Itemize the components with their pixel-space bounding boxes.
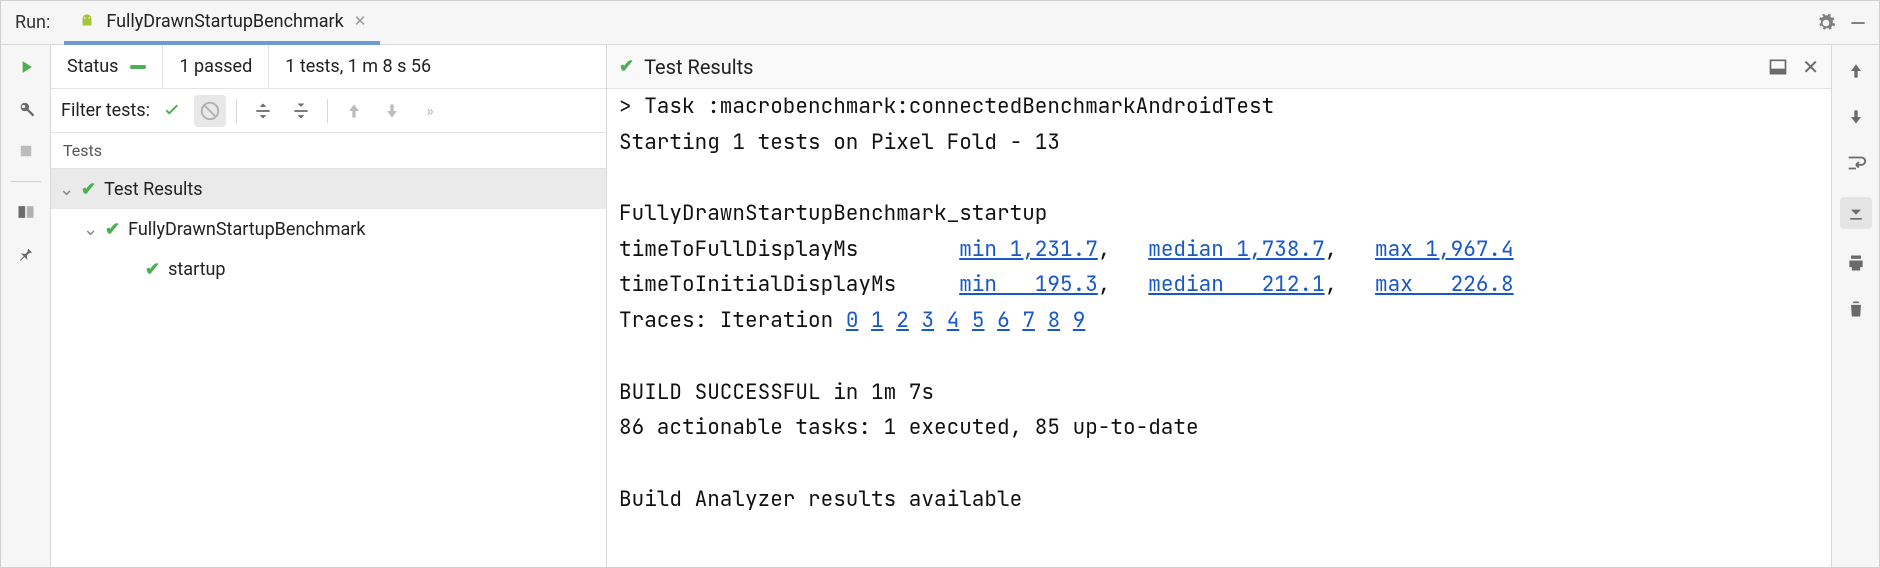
soft-wrap-icon[interactable] (1844, 151, 1868, 175)
metric-max-link[interactable]: max 226.8 (1375, 271, 1514, 298)
metric-median-link[interactable]: median 1,738.7 (1148, 236, 1324, 263)
check-icon: ✔ (105, 219, 120, 240)
trace-link[interactable]: 8 (1048, 307, 1061, 334)
collapse-all-icon[interactable] (285, 95, 317, 127)
trace-link[interactable]: 0 (846, 307, 859, 334)
separator (327, 99, 328, 123)
wrench-icon[interactable] (14, 97, 38, 121)
gear-icon[interactable] (1815, 12, 1837, 34)
console-title: Test Results (644, 55, 753, 79)
run-label: Run: (1, 12, 64, 33)
console-output[interactable]: > Task :macrobenchmark:connectedBenchmar… (607, 89, 1831, 567)
tests-summary: 1 tests, 1 m 8 s 56 (285, 56, 431, 77)
expand-all-icon[interactable] (247, 95, 279, 127)
test-tree-panel: Status 1 passed 1 tests, 1 m 8 s 56 Filt… (51, 45, 607, 567)
tree-class-label: FullyDrawnStartupBenchmark (128, 219, 365, 240)
check-icon: ✔ (81, 179, 96, 200)
summary-cell: 1 tests, 1 m 8 s 56 (269, 45, 447, 88)
trace-link[interactable]: 2 (896, 307, 909, 334)
status-label: Status (67, 56, 118, 77)
tests-header-label: Tests (63, 141, 102, 160)
stop-icon[interactable] (14, 139, 38, 163)
passed-cell: 1 passed (163, 45, 269, 88)
arrow-up-icon[interactable] (1844, 59, 1868, 83)
pin-icon[interactable] (14, 242, 38, 266)
filter-row: Filter tests: (51, 89, 606, 133)
minimize-icon[interactable] (1847, 12, 1869, 34)
prev-failed-icon[interactable] (338, 95, 370, 127)
layout-icon[interactable] (14, 200, 38, 224)
chevron-down-icon[interactable]: ⌄ (59, 179, 73, 200)
chevron-down-icon[interactable]: ⌄ (83, 219, 97, 240)
run-tool-window: Run: FullyDrawnStartupBenchmark ✕ (0, 0, 1880, 568)
console-panel: ✔ Test Results ✕ > Task :macrobenchmark:… (607, 45, 1831, 567)
filter-label: Filter tests: (61, 100, 150, 121)
print-icon[interactable] (1844, 251, 1868, 275)
show-passed-icon[interactable] (156, 95, 188, 127)
tab-label: FullyDrawnStartupBenchmark (106, 11, 343, 32)
trace-link[interactable]: 5 (972, 307, 985, 334)
right-action-rail (1831, 45, 1879, 567)
close-icon[interactable]: ✕ (354, 12, 367, 30)
metric-min-link[interactable]: min 1,231.7 (959, 236, 1098, 263)
android-icon (78, 12, 96, 30)
window-mode-icon[interactable] (1768, 57, 1788, 77)
metric-min-link[interactable]: min 195.3 (959, 271, 1098, 298)
metric-median-link[interactable]: median 212.1 (1148, 271, 1324, 298)
more-icon[interactable]: » (414, 95, 446, 127)
title-bar: Run: FullyDrawnStartupBenchmark ✕ (1, 1, 1879, 45)
check-icon: ✔ (145, 259, 160, 280)
trace-link[interactable]: 4 (947, 307, 960, 334)
run-config-tab[interactable]: FullyDrawnStartupBenchmark ✕ (64, 2, 380, 45)
status-row: Status 1 passed 1 tests, 1 m 8 s 56 (51, 45, 606, 89)
trace-link[interactable]: 7 (1022, 307, 1035, 334)
passed-count: 1 passed (179, 56, 252, 77)
tree-method-row[interactable]: ✔ startup (51, 249, 606, 289)
test-tree[interactable]: ⌄ ✔ Test Results ⌄ ✔ FullyDrawnStartupBe… (51, 169, 606, 567)
separator (236, 99, 237, 123)
trace-link[interactable]: 3 (921, 307, 934, 334)
trace-link[interactable]: 9 (1073, 307, 1086, 334)
show-ignored-icon[interactable] (194, 95, 226, 127)
trace-link[interactable]: 6 (997, 307, 1010, 334)
next-failed-icon[interactable] (376, 95, 408, 127)
rail-separator (11, 181, 41, 182)
tree-root-row[interactable]: ⌄ ✔ Test Results (51, 169, 606, 209)
tests-column-header: Tests (51, 133, 606, 169)
trace-link[interactable]: 1 (871, 307, 884, 334)
main-area: Status 1 passed 1 tests, 1 m 8 s 56 Filt… (1, 45, 1879, 567)
arrow-down-icon[interactable] (1844, 105, 1868, 129)
left-action-rail (1, 45, 51, 567)
status-cell: Status (51, 45, 163, 88)
console-header: ✔ Test Results ✕ (607, 45, 1831, 89)
tree-method-label: startup (168, 259, 225, 280)
check-icon: ✔ (619, 56, 634, 77)
tree-class-row[interactable]: ⌄ ✔ FullyDrawnStartupBenchmark (51, 209, 606, 249)
scroll-to-end-icon[interactable] (1840, 197, 1872, 229)
trash-icon[interactable] (1844, 297, 1868, 321)
close-console-icon[interactable]: ✕ (1802, 55, 1819, 79)
rerun-icon[interactable] (14, 55, 38, 79)
tree-root-label: Test Results (104, 179, 202, 200)
metric-max-link[interactable]: max 1,967.4 (1375, 236, 1514, 263)
status-indicator-icon (130, 65, 146, 69)
